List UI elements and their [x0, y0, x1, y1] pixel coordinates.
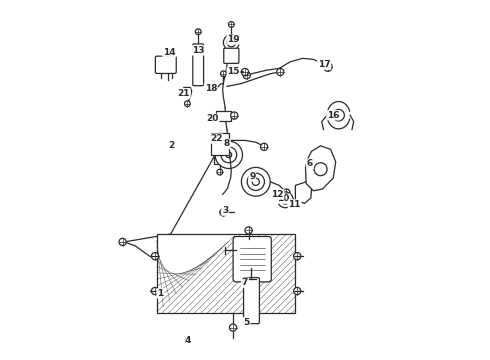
Text: 14: 14: [163, 48, 176, 57]
Text: 3: 3: [222, 206, 228, 215]
Circle shape: [242, 68, 248, 76]
Circle shape: [277, 192, 293, 208]
Circle shape: [243, 72, 250, 79]
Circle shape: [247, 173, 265, 190]
Circle shape: [229, 324, 237, 331]
FancyBboxPatch shape: [244, 278, 259, 324]
Text: 4: 4: [184, 336, 191, 345]
Circle shape: [261, 143, 268, 150]
Circle shape: [228, 22, 234, 27]
Bar: [211, 133, 229, 155]
Circle shape: [151, 287, 159, 294]
Circle shape: [242, 167, 270, 196]
Text: 6: 6: [307, 159, 313, 168]
Text: 7: 7: [242, 278, 248, 287]
Circle shape: [220, 71, 226, 77]
Circle shape: [223, 35, 239, 50]
FancyBboxPatch shape: [224, 48, 239, 63]
Circle shape: [252, 178, 259, 185]
Circle shape: [333, 109, 344, 121]
Bar: [157, 234, 295, 313]
Text: 10: 10: [277, 194, 290, 203]
Text: 15: 15: [227, 68, 240, 77]
Polygon shape: [305, 146, 336, 191]
Circle shape: [323, 63, 332, 71]
Circle shape: [151, 253, 159, 260]
Circle shape: [119, 238, 126, 246]
FancyBboxPatch shape: [193, 44, 204, 86]
Circle shape: [196, 29, 201, 35]
Circle shape: [294, 287, 301, 294]
Text: 1: 1: [157, 289, 164, 298]
Text: 11: 11: [289, 200, 301, 209]
Text: 22: 22: [210, 134, 222, 143]
Text: 9: 9: [249, 172, 255, 181]
Text: 16: 16: [327, 111, 340, 120]
Text: 13: 13: [192, 46, 204, 55]
Circle shape: [185, 101, 190, 107]
Circle shape: [217, 169, 222, 175]
Text: 12: 12: [271, 190, 284, 199]
FancyBboxPatch shape: [233, 237, 271, 282]
Circle shape: [215, 141, 243, 168]
Text: 21: 21: [177, 89, 190, 98]
Circle shape: [314, 163, 327, 176]
Text: 17: 17: [318, 60, 331, 69]
Circle shape: [294, 253, 301, 260]
FancyBboxPatch shape: [155, 56, 176, 73]
Bar: [216, 111, 231, 121]
Circle shape: [221, 147, 237, 163]
Circle shape: [220, 209, 227, 216]
Circle shape: [227, 38, 236, 47]
Circle shape: [277, 68, 284, 76]
Circle shape: [281, 195, 290, 204]
Circle shape: [231, 112, 238, 119]
Polygon shape: [295, 182, 312, 203]
Text: 8: 8: [224, 139, 230, 148]
Circle shape: [245, 227, 252, 234]
Circle shape: [226, 152, 232, 158]
Text: 19: 19: [227, 35, 240, 44]
Text: 18: 18: [204, 84, 217, 93]
Text: 2: 2: [168, 141, 174, 150]
Circle shape: [283, 189, 290, 196]
Text: 5: 5: [244, 318, 250, 327]
Circle shape: [275, 192, 281, 197]
Text: 20: 20: [206, 114, 219, 123]
